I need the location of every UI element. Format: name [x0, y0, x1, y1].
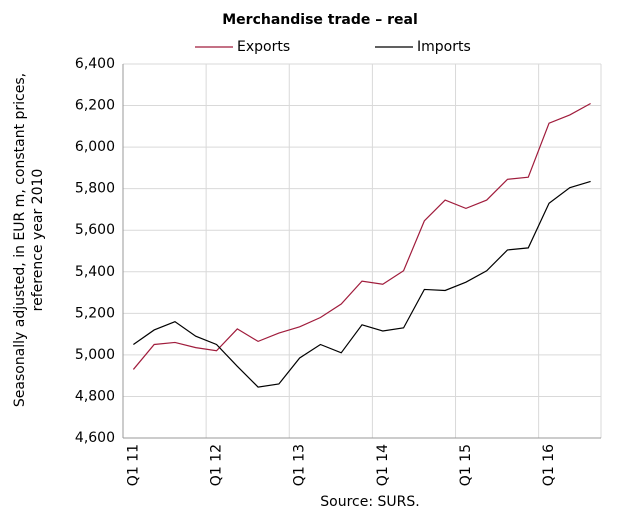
y-tick-label: 5,200: [75, 305, 115, 321]
chart-title: Merchandise trade – real: [222, 12, 418, 28]
x-tick-label: Q1 15: [458, 444, 474, 486]
line-series: [133, 180, 591, 388]
y-tick-label: 4,600: [75, 430, 115, 446]
x-tick-label: Q1 12: [209, 444, 225, 486]
y-tick-label: 4,800: [75, 388, 115, 404]
x-tick-label: Q1 16: [541, 444, 557, 486]
line-series: [132, 102, 591, 370]
y-axis-label: Seasonally adjusted, in EUR m, constant …: [12, 73, 28, 407]
legend-label: Imports: [417, 39, 471, 55]
source-note: Source: SURS.: [320, 494, 419, 510]
y-tick-label: 5,800: [75, 181, 115, 197]
y-tick-label: 5,400: [75, 264, 115, 280]
legend-label: Exports: [237, 39, 290, 55]
x-tick-label: Q1 14: [375, 444, 391, 486]
y-tick-label: 6,200: [75, 98, 115, 114]
x-tick-label: Q1 13: [292, 444, 308, 486]
y-tick-label: 5,000: [75, 347, 115, 363]
y-tick-label: 6,000: [75, 139, 115, 155]
y-axis-label: reference year 2010: [30, 169, 46, 312]
x-tick-label: Q1 11: [125, 444, 141, 486]
y-tick-label: 6,400: [75, 56, 115, 72]
y-tick-label: 5,600: [75, 222, 115, 238]
